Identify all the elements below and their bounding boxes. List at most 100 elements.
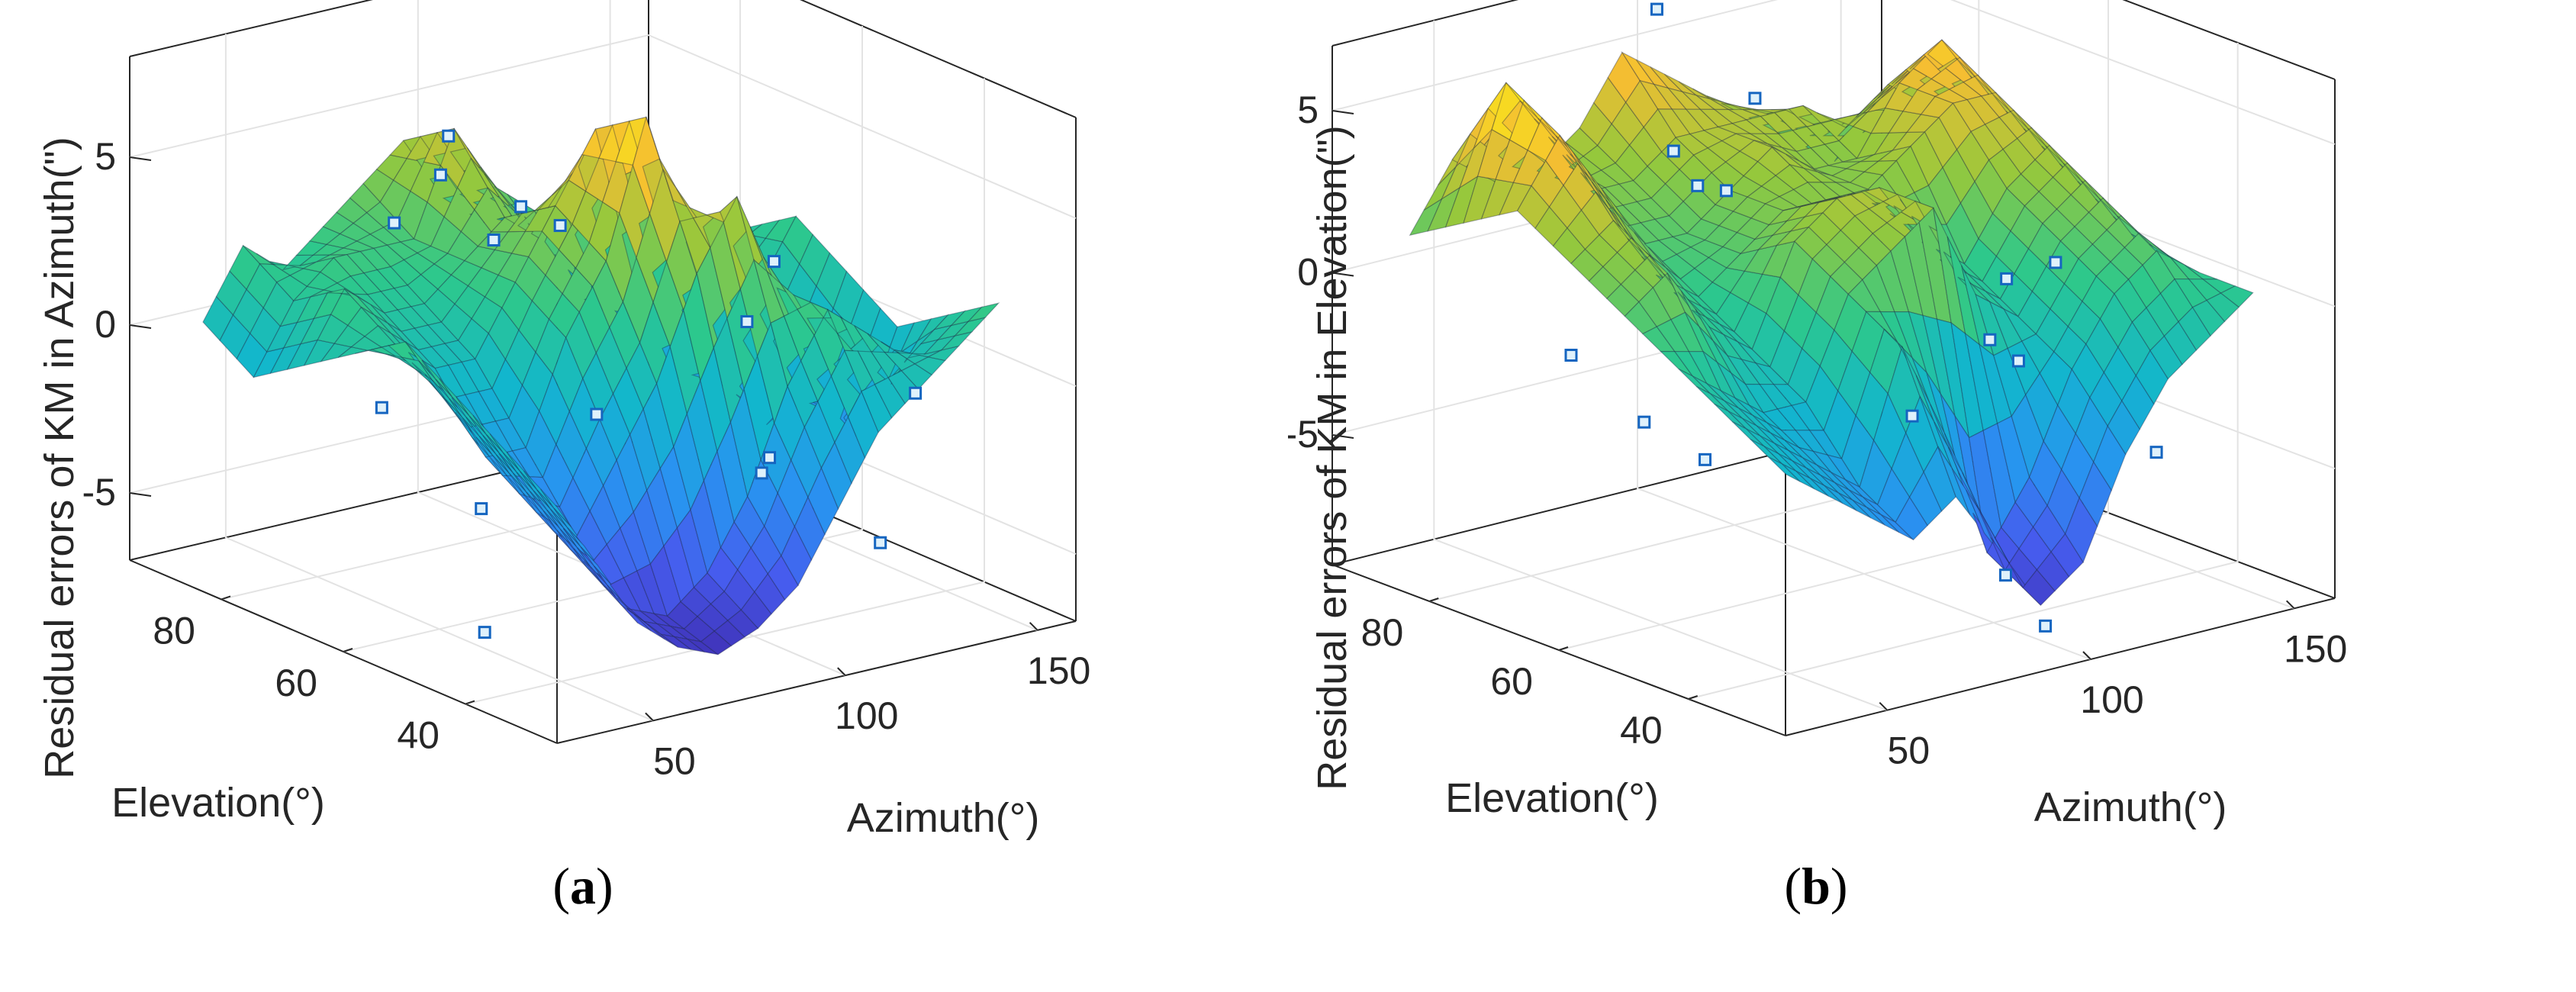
y-axis-label: Elevation(°) xyxy=(111,780,325,826)
x-axis-label: Azimuth(°) xyxy=(847,795,1040,841)
z-tick-label: 0 xyxy=(1297,251,1319,294)
z-tick-label: 5 xyxy=(1297,89,1319,131)
scatter-point xyxy=(874,536,887,549)
axis-edge xyxy=(1785,597,2336,736)
z-tick-label: -5 xyxy=(82,471,116,514)
y-tick-mark xyxy=(1558,646,1569,651)
surface-facet xyxy=(832,270,865,328)
scatter-point xyxy=(478,626,491,639)
scatter-point xyxy=(514,200,528,214)
panel-caption-letter: a xyxy=(570,857,596,915)
z-tick-mark xyxy=(129,492,152,497)
axis-edge xyxy=(1331,0,1519,47)
x-tick-mark xyxy=(837,667,846,676)
scatter-point xyxy=(1719,184,1733,198)
y-tick-label: 80 xyxy=(1361,611,1404,654)
surface-facet xyxy=(781,215,814,266)
axis-edge xyxy=(129,0,373,57)
x-tick-label: 150 xyxy=(1027,649,1090,692)
x-tick-label: 50 xyxy=(1888,730,1930,772)
scatter-point xyxy=(375,401,388,414)
y-tick-mark xyxy=(465,700,475,705)
z-axis-label: Residual errors of KM in Elevation(") xyxy=(1309,125,1355,791)
y-tick-label: 60 xyxy=(1490,660,1533,703)
scatter-point xyxy=(487,234,501,247)
y-tick-mark xyxy=(221,595,231,601)
z-tick-mark xyxy=(1331,272,1354,277)
z-tick-mark xyxy=(1331,110,1354,114)
scatter-point xyxy=(909,386,923,400)
y-tick-mark xyxy=(1688,695,1699,700)
x-tick-mark xyxy=(1029,622,1038,631)
scatter-point xyxy=(553,219,567,233)
grid-line-z xyxy=(129,34,1077,219)
scatter-point xyxy=(1983,333,1997,346)
x-tick-mark xyxy=(2285,600,2295,610)
axis-edge xyxy=(2122,0,2336,80)
scatter-point xyxy=(1699,453,1712,466)
z-tick-label: 0 xyxy=(95,303,116,346)
axis-edge xyxy=(556,620,1077,744)
surface-facet xyxy=(816,252,848,310)
y-tick-label: 80 xyxy=(153,609,195,652)
x-axis-label: Azimuth(°) xyxy=(2034,784,2227,830)
y-tick-label: 60 xyxy=(275,662,317,704)
scatter-point xyxy=(1748,92,1762,105)
surface-facet xyxy=(950,306,984,327)
surface-facet xyxy=(933,310,967,330)
surface-facet xyxy=(917,314,950,341)
scatter-point xyxy=(1666,144,1680,158)
grid-line-z xyxy=(1331,0,2336,145)
scatter-point xyxy=(1998,568,2012,582)
surface-facet xyxy=(1783,202,1816,211)
scatter-point xyxy=(2039,619,2053,633)
scatter-point xyxy=(1905,409,1919,423)
x-tick-label: 100 xyxy=(835,694,898,737)
scatter-point xyxy=(2149,446,2163,459)
grid-line-x xyxy=(224,34,654,722)
surface xyxy=(1409,39,2254,607)
scatter-points xyxy=(1564,2,2163,633)
scatter-point xyxy=(2000,272,2014,285)
scatter-points xyxy=(375,129,923,639)
surface-facet xyxy=(900,317,932,354)
scatter-point xyxy=(767,255,781,269)
scatter-point xyxy=(1691,179,1705,192)
y-axis-label: Elevation(°) xyxy=(1445,775,1659,821)
surface-facet xyxy=(799,234,831,288)
surface xyxy=(202,115,1000,655)
z-axis-label: Residual errors of KM in Azimuth(") xyxy=(37,137,82,778)
z-tick-mark xyxy=(129,324,152,329)
z-tick-label: -5 xyxy=(1288,413,1319,456)
scatter-point xyxy=(442,129,456,143)
panel-caption: (a) xyxy=(552,857,613,915)
x-tick-label: 50 xyxy=(653,739,696,782)
scatter-point xyxy=(2011,354,2025,368)
grid-line-y xyxy=(343,26,863,652)
scatter-point xyxy=(1564,349,1578,362)
grid-line-y xyxy=(1688,43,2239,700)
scatter-point xyxy=(2049,256,2062,269)
scatter-point xyxy=(433,168,447,182)
x-tick-label: 150 xyxy=(2284,627,2347,670)
surface-facet xyxy=(967,302,1000,323)
panel-a: 5 0 -5 50 100 150 40 60 80 Residual errors of KM … xyxy=(37,0,1091,915)
y-tick-mark xyxy=(1428,597,1439,602)
x-tick-mark xyxy=(645,712,654,722)
scatter-point xyxy=(763,451,777,465)
scatter-point xyxy=(590,407,604,421)
grid-line-y xyxy=(1558,0,2109,651)
x-tick-mark xyxy=(2082,651,2091,660)
surface-facet xyxy=(1785,201,1821,222)
z-tick-mark xyxy=(129,156,152,161)
y-tick-label: 40 xyxy=(397,714,440,757)
y-tick-label: 40 xyxy=(1620,709,1663,752)
surface-facet xyxy=(2220,285,2254,308)
surface-facet xyxy=(765,215,797,243)
panel-caption: (b) xyxy=(1784,857,1847,915)
scatter-point xyxy=(755,466,768,480)
